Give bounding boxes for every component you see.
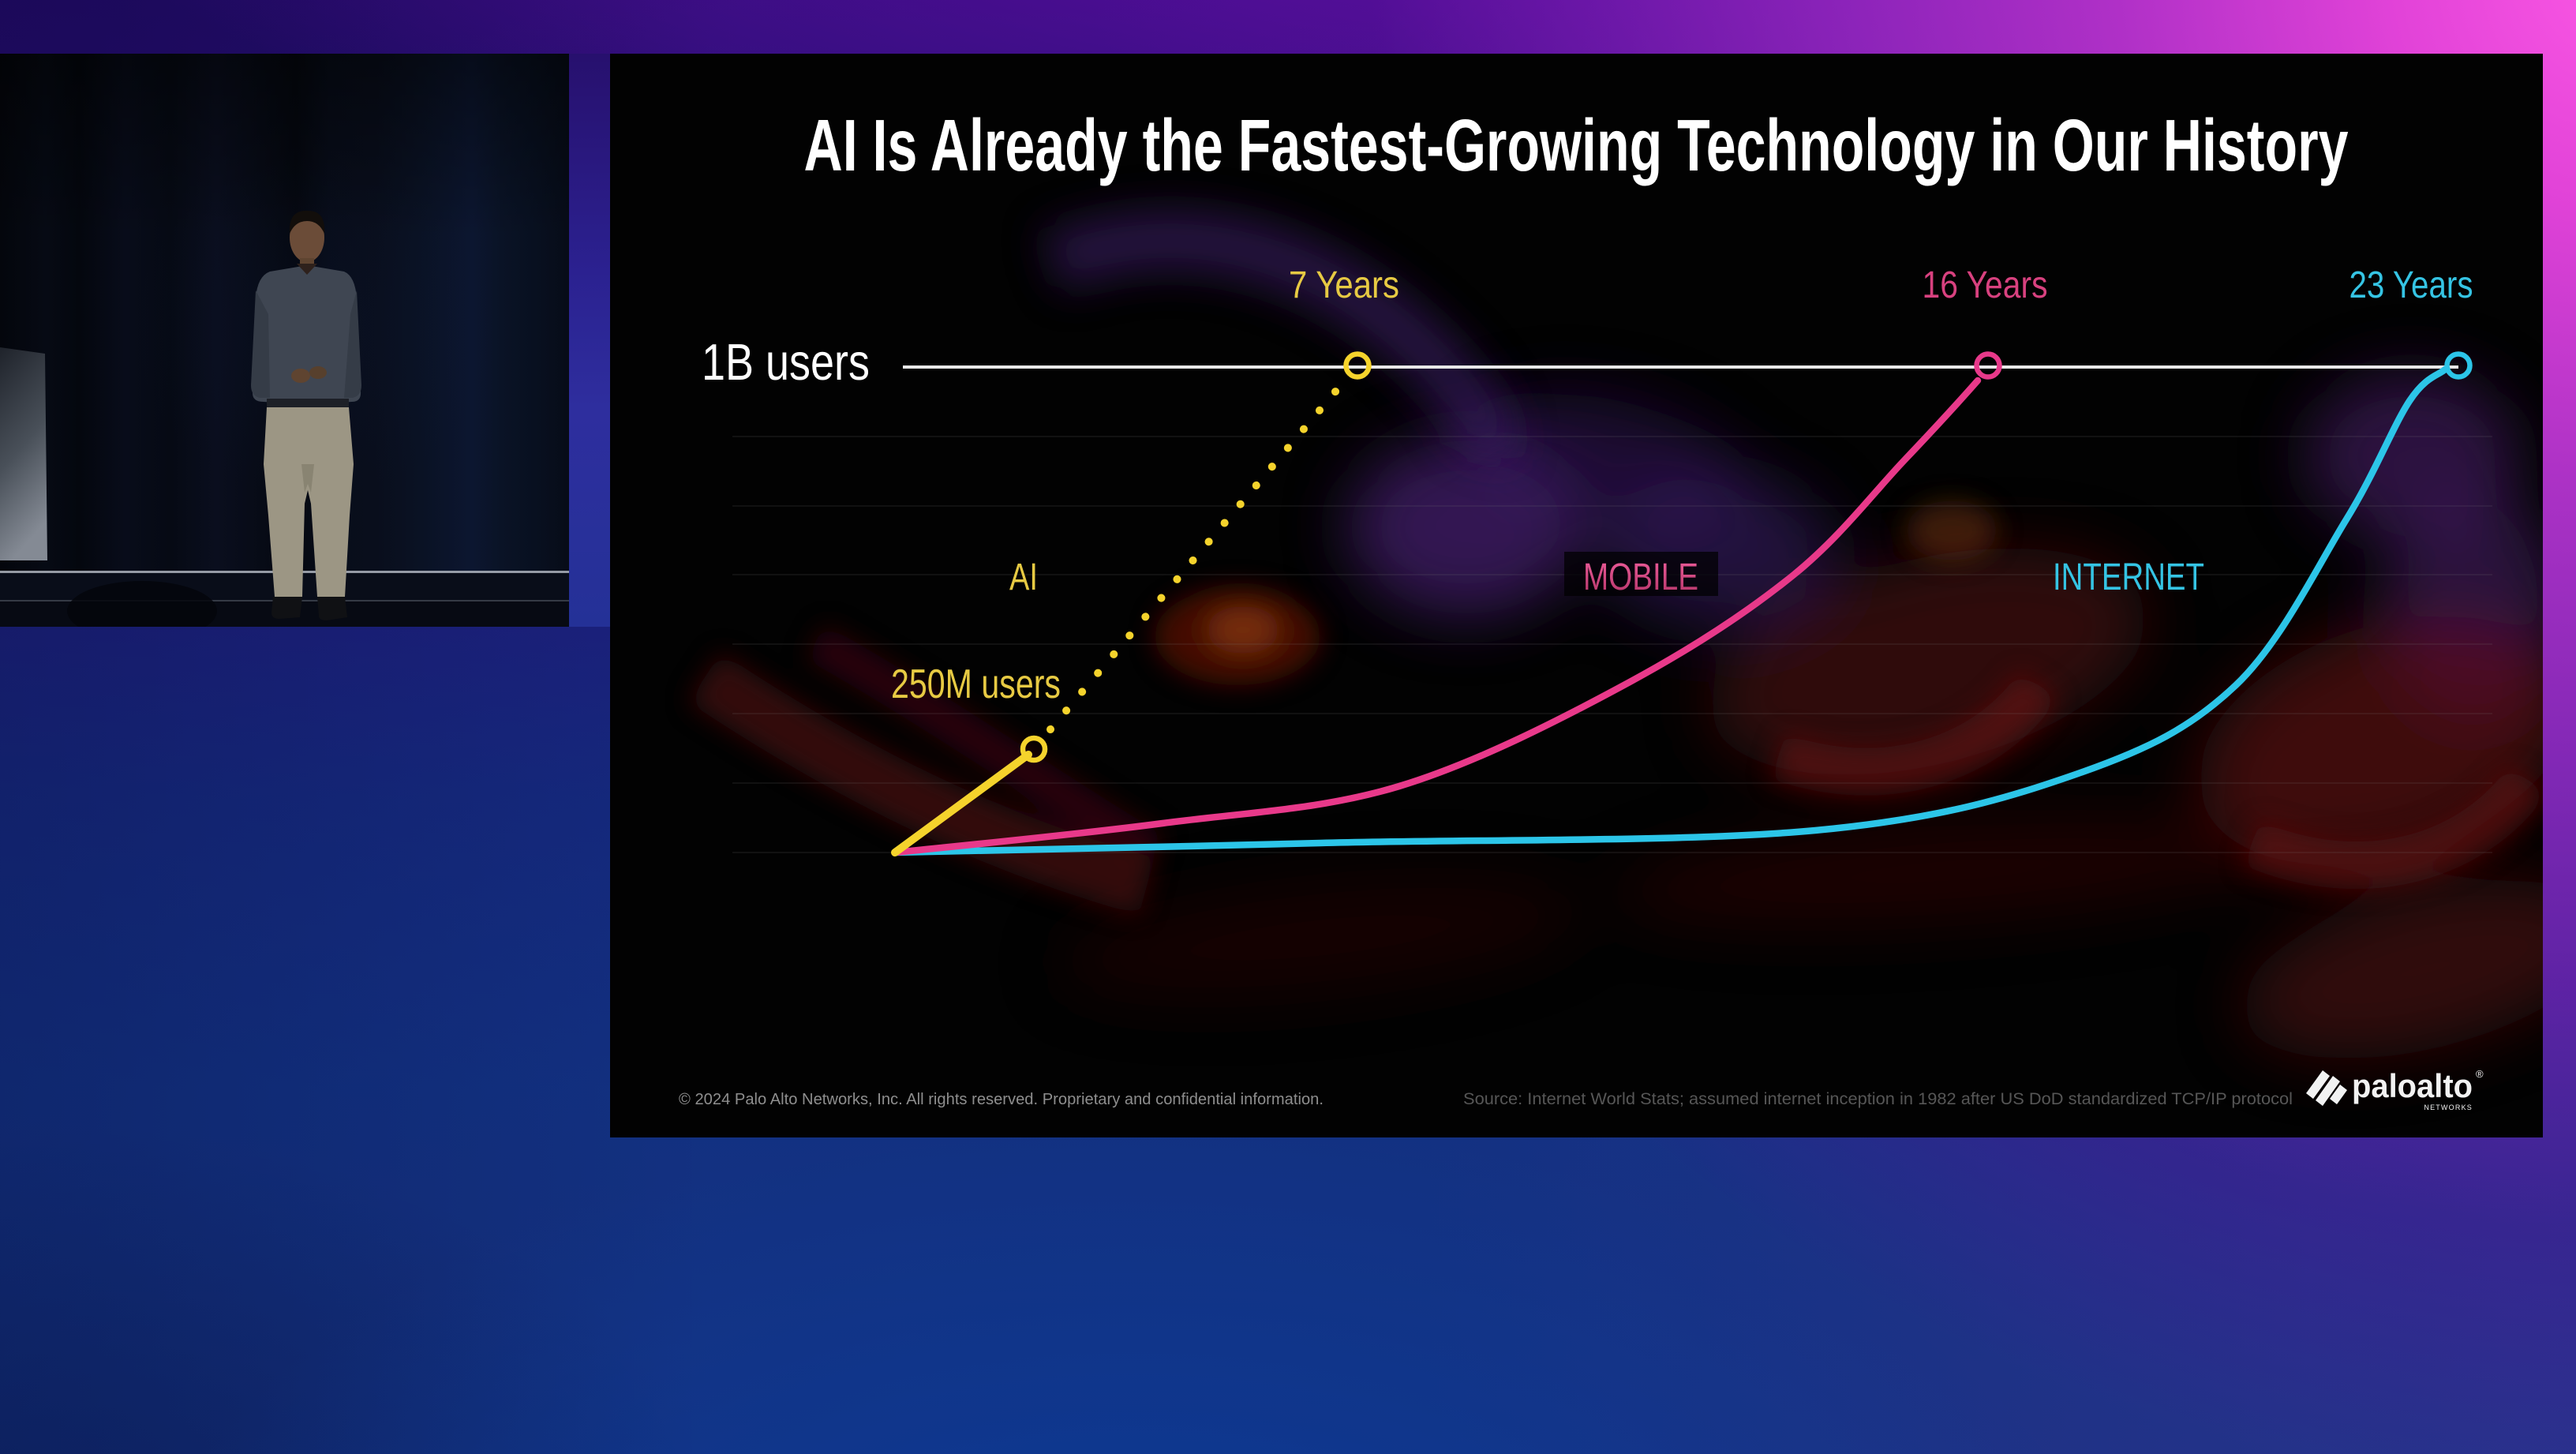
- svg-text:MOBILE: MOBILE: [1583, 556, 1698, 598]
- svg-text:Source: Internet World Stats;: Source: Internet World Stats; assumed in…: [1463, 1090, 2293, 1108]
- svg-text:NETWORKS: NETWORKS: [2424, 1104, 2473, 1111]
- svg-text:®: ®: [2476, 1068, 2484, 1080]
- svg-text:AI: AI: [1009, 556, 1038, 598]
- svg-text:23 Years: 23 Years: [2349, 264, 2473, 306]
- svg-text:250M users: 250M users: [891, 661, 1061, 707]
- svg-text:INTERNET: INTERNET: [2053, 556, 2204, 598]
- svg-text:paloalto: paloalto: [2352, 1067, 2473, 1104]
- svg-text:16 Years: 16 Years: [1923, 264, 2048, 306]
- svg-text:1B users: 1B users: [702, 333, 870, 391]
- svg-text:© 2024 Palo Alto Networks, Inc: © 2024 Palo Alto Networks, Inc. All righ…: [679, 1091, 1324, 1108]
- svg-text:7 Years: 7 Years: [1289, 264, 1399, 306]
- svg-text:AI Is Already the Fastest-Grow: AI Is Already the Fastest-Growing Techno…: [804, 104, 2349, 186]
